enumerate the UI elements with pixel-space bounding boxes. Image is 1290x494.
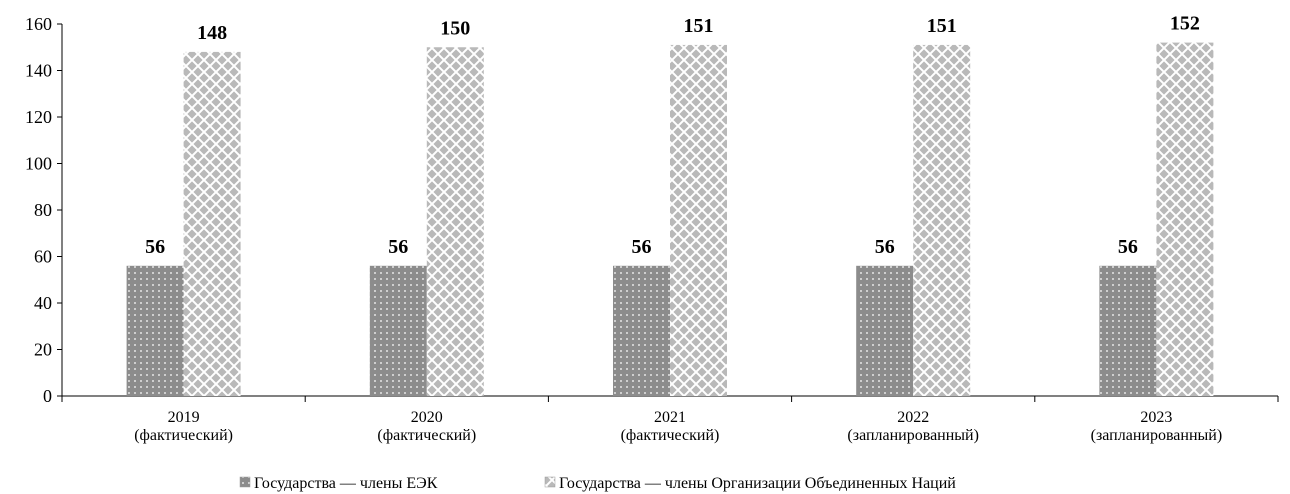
legend-swatch xyxy=(544,476,556,488)
data-label: 56 xyxy=(1118,236,1138,258)
x-category-label: 2021 xyxy=(654,409,686,426)
legend-swatch xyxy=(239,476,251,488)
data-label: 56 xyxy=(875,236,895,258)
bar-eec xyxy=(613,265,670,396)
y-tick-label: 140 xyxy=(25,61,52,81)
data-label: 151 xyxy=(927,15,957,37)
x-category-label: 2020 xyxy=(411,409,443,426)
y-tick-label: 100 xyxy=(25,154,52,174)
legend-item-label: Государства — члены Организации Объедине… xyxy=(559,475,956,492)
bar-eec xyxy=(1099,265,1157,396)
x-category-label: (фактический) xyxy=(377,427,476,444)
x-category-label: (фактический) xyxy=(134,427,233,444)
bar-un xyxy=(1156,42,1214,396)
y-tick-label: 20 xyxy=(34,340,52,360)
x-category-label: 2019 xyxy=(168,409,200,426)
y-tick-label: 40 xyxy=(34,293,52,313)
bar-un xyxy=(670,44,727,397)
y-tick-label: 160 xyxy=(25,14,52,34)
data-label: 148 xyxy=(197,22,227,44)
data-label: 152 xyxy=(1170,13,1200,35)
x-category-label: (запланированный) xyxy=(1091,427,1223,444)
data-label: 56 xyxy=(388,236,408,258)
y-tick-label: 80 xyxy=(34,200,52,220)
bar-eec xyxy=(856,265,914,396)
bar-un xyxy=(426,47,484,396)
x-category-label: (запланированный) xyxy=(847,427,979,444)
x-category-label: (фактический) xyxy=(621,427,720,444)
data-label: 56 xyxy=(632,236,652,258)
bar-eec xyxy=(126,265,184,396)
legend-item-label: Государства — члены ЕЭК xyxy=(254,475,438,492)
data-label: 56 xyxy=(145,236,165,258)
data-label: 151 xyxy=(684,15,714,37)
bar-un xyxy=(913,44,971,397)
y-tick-label: 120 xyxy=(25,107,52,127)
bar-un xyxy=(183,51,241,397)
data-label: 150 xyxy=(440,17,470,39)
y-tick-label: 0 xyxy=(43,386,52,406)
y-tick-label: 60 xyxy=(34,247,52,267)
x-category-label: 2023 xyxy=(1140,409,1172,426)
x-category-label: 2022 xyxy=(897,409,929,426)
bar-eec xyxy=(369,265,427,396)
